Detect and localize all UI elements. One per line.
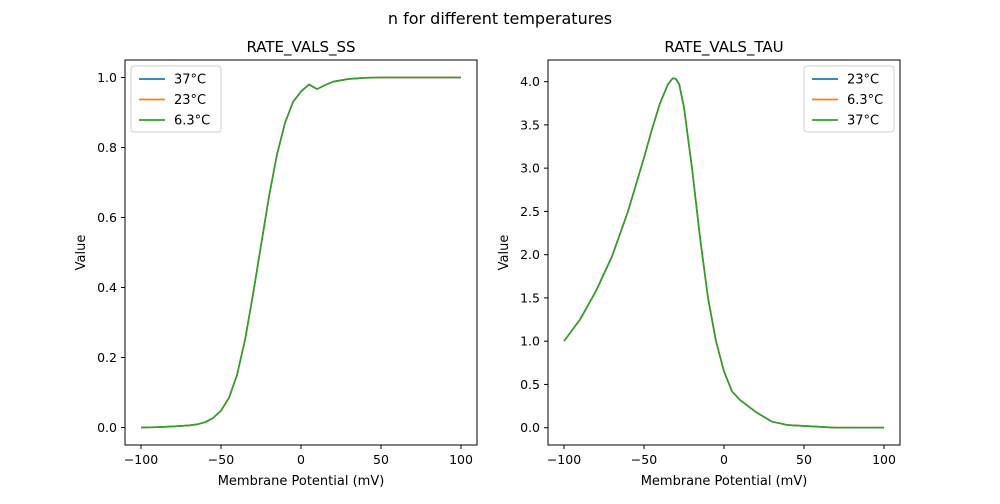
x-tick-label: −50: [631, 452, 657, 467]
y-tick-label: 0.2: [97, 350, 117, 365]
chart-panel-1: −100 −50 0 50 100 0.0 0.2 0.4 0.6 0.8 1.0 RATE_VALS…: [74, 38, 478, 489]
y-tick-label: 0.8: [97, 140, 117, 155]
x-tick-label: −100: [124, 452, 158, 467]
x-tick-label: 0: [720, 452, 728, 467]
chart-panels: −100 −50 0 50 100 0.0 0.2 0.4 0.6 0.8 1.0 RATE_VALS…: [74, 38, 901, 489]
y-tick-label: 0.0: [97, 420, 117, 435]
x-axis-label: Membrane Potential (mV): [218, 474, 385, 489]
y-tick-label: 0.0: [520, 420, 540, 435]
x-tick-label: 100: [872, 452, 896, 467]
figure-suptitle: n for different temperatures: [388, 9, 612, 28]
y-tick-label: 4.0: [520, 74, 540, 89]
legend-label: 6.3°C: [847, 93, 883, 108]
x-tick-label: 50: [373, 452, 389, 467]
y-axis-label: Value: [497, 235, 512, 271]
series-lines: [563, 77, 884, 429]
chart-title: RATE_VALS_SS: [246, 38, 355, 57]
y-tick-label: 3.5: [520, 117, 540, 132]
series-lines: [140, 76, 461, 429]
legend-label: 23°C: [847, 73, 879, 88]
legend-label: 6.3°C: [174, 114, 210, 129]
legend: 23°C 6.3°C 37°C: [803, 65, 895, 133]
chart-panel-2: −100 −50 0 50 100 0.0 0.5 1.0 1.5 2.0 2.5 3.0 3.5 4.0…: [497, 38, 901, 489]
x-tick-label: 100: [449, 452, 473, 467]
series-line-3: [140, 76, 461, 429]
y-tick-label: 0.4: [97, 280, 117, 295]
legend: 37°C 23°C 6.3°C: [130, 65, 222, 133]
legend-box: [130, 65, 222, 133]
series-line-3: [563, 77, 884, 429]
legend-box: [803, 65, 895, 133]
chart-title: RATE_VALS_TAU: [664, 38, 783, 57]
y-tick-label: 1.0: [520, 334, 540, 349]
y-tick-label: 1.0: [97, 70, 117, 85]
x-tick-label: 50: [796, 452, 812, 467]
y-tick-label: 2.5: [520, 204, 540, 219]
legend-label: 23°C: [174, 93, 206, 108]
legend-label: 37°C: [847, 114, 879, 129]
y-axis-label: Value: [74, 235, 89, 271]
x-tick-label: −100: [547, 452, 581, 467]
y-tick-label: 3.0: [520, 161, 540, 176]
x-tick-label: −50: [208, 452, 234, 467]
y-tick-label: 1.5: [520, 290, 540, 305]
y-tick-label: 0.5: [520, 377, 540, 392]
legend-label: 37°C: [174, 73, 206, 88]
y-tick-label: 2.0: [520, 247, 540, 262]
x-axis-label: Membrane Potential (mV): [641, 474, 808, 489]
y-tick-label: 0.6: [97, 210, 117, 225]
x-tick-label: 0: [297, 452, 305, 467]
